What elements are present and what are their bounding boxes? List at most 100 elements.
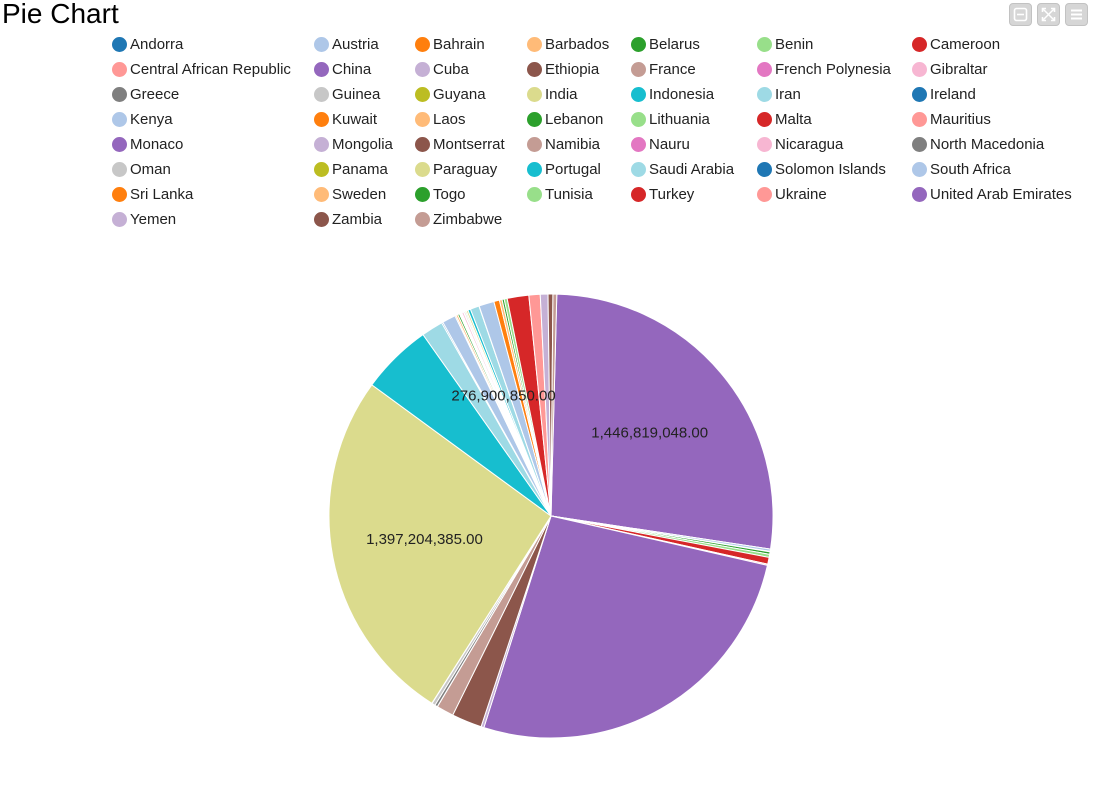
- fullscreen-button[interactable]: [1037, 3, 1060, 26]
- legend-label: Guinea: [332, 85, 381, 103]
- expand-icon: [1041, 7, 1056, 22]
- legend-item[interactable]: Montserrat: [415, 134, 505, 154]
- legend-label: Lithuania: [649, 110, 710, 128]
- legend-swatch: [314, 211, 329, 227]
- legend-label: Zambia: [332, 210, 383, 228]
- legend-item[interactable]: Guinea: [314, 84, 380, 104]
- legend-label: Solomon Islands: [775, 160, 886, 178]
- legend-item[interactable]: Austria: [314, 34, 379, 54]
- legend-item[interactable]: Cameroon: [912, 34, 1000, 54]
- legend-item[interactable]: Benin: [757, 34, 813, 54]
- legend-item[interactable]: Kenya: [112, 109, 173, 129]
- legend-swatch: [314, 161, 329, 177]
- legend-swatch: [415, 136, 430, 152]
- legend-swatch: [415, 186, 430, 202]
- legend-item[interactable]: South Africa: [912, 159, 1011, 179]
- legend-swatch: [527, 161, 542, 177]
- legend-label: Lebanon: [545, 110, 604, 128]
- legend-label: Gibraltar: [930, 60, 988, 78]
- legend-item[interactable]: Yemen: [112, 209, 176, 229]
- legend-swatch: [112, 186, 127, 202]
- legend-swatch: [415, 36, 430, 52]
- legend-item[interactable]: United Arab Emirates: [912, 184, 1072, 204]
- legend-label: Mauritius: [930, 110, 991, 128]
- pie-slice-india[interactable]: [328, 384, 552, 704]
- legend-item[interactable]: Ukraine: [757, 184, 827, 204]
- legend-item[interactable]: Solomon Islands: [757, 159, 886, 179]
- legend-item[interactable]: Ethiopia: [527, 59, 599, 79]
- legend-item[interactable]: Central African Republic: [112, 59, 291, 79]
- legend-label: Malta: [775, 110, 812, 128]
- legend-swatch: [527, 186, 542, 202]
- legend-swatch: [527, 136, 542, 152]
- legend-item[interactable]: French Polynesia: [757, 59, 891, 79]
- legend-swatch: [527, 36, 542, 52]
- legend-item[interactable]: Zambia: [314, 209, 382, 229]
- legend-label: France: [649, 60, 696, 78]
- legend-item[interactable]: Gibraltar: [912, 59, 988, 79]
- legend-item[interactable]: Belarus: [631, 34, 700, 54]
- legend-item[interactable]: Bahrain: [415, 34, 485, 54]
- legend-swatch: [631, 36, 646, 52]
- legend-item[interactable]: Monaco: [112, 134, 183, 154]
- legend-item[interactable]: Lithuania: [631, 109, 710, 129]
- legend-item[interactable]: Kuwait: [314, 109, 377, 129]
- legend-item[interactable]: Ireland: [912, 84, 976, 104]
- legend-item[interactable]: Paraguay: [415, 159, 497, 179]
- legend-item[interactable]: China: [314, 59, 371, 79]
- legend-label: Greece: [130, 85, 180, 103]
- legend-swatch: [415, 161, 430, 177]
- legend-swatch: [415, 111, 430, 127]
- legend-item[interactable]: Namibia: [527, 134, 600, 154]
- legend-item[interactable]: Panama: [314, 159, 388, 179]
- legend-item[interactable]: Laos: [415, 109, 466, 129]
- legend-item[interactable]: Guyana: [415, 84, 486, 104]
- legend-item[interactable]: Greece: [112, 84, 179, 104]
- legend-item[interactable]: Mongolia: [314, 134, 393, 154]
- legend-item[interactable]: Mauritius: [912, 109, 991, 129]
- legend-swatch: [757, 111, 772, 127]
- legend-item[interactable]: Nauru: [631, 134, 690, 154]
- legend-item[interactable]: Lebanon: [527, 109, 603, 129]
- legend-label: Guyana: [433, 85, 486, 103]
- menu-button[interactable]: [1065, 3, 1088, 26]
- minimize-button[interactable]: [1009, 3, 1032, 26]
- legend-item[interactable]: Andorra: [112, 34, 183, 54]
- legend-label: Laos: [433, 110, 466, 128]
- legend-label: Zimbabwe: [433, 210, 503, 228]
- legend-item[interactable]: Togo: [415, 184, 466, 204]
- legend-item[interactable]: Barbados: [527, 34, 609, 54]
- legend-item[interactable]: Sri Lanka: [112, 184, 193, 204]
- legend-item[interactable]: North Macedonia: [912, 134, 1044, 154]
- legend-label: Panama: [332, 160, 388, 178]
- legend-swatch: [757, 86, 772, 102]
- legend-label: Benin: [775, 35, 814, 53]
- slice-value-label: 1,397,204,385.00: [366, 531, 483, 548]
- legend-item[interactable]: Malta: [757, 109, 812, 129]
- legend-label: Nauru: [649, 135, 690, 153]
- legend-item[interactable]: Sweden: [314, 184, 386, 204]
- legend-item[interactable]: France: [631, 59, 696, 79]
- legend-label: Sri Lanka: [130, 185, 194, 203]
- legend-item[interactable]: Saudi Arabia: [631, 159, 734, 179]
- legend-swatch: [757, 186, 772, 202]
- legend-item[interactable]: Nicaragua: [757, 134, 843, 154]
- legend-item[interactable]: Zimbabwe: [415, 209, 502, 229]
- chart-title: Pie Chart: [2, 0, 119, 29]
- legend-item[interactable]: Portugal: [527, 159, 601, 179]
- legend-item[interactable]: Turkey: [631, 184, 694, 204]
- legend-item[interactable]: Indonesia: [631, 84, 714, 104]
- pie-slice-china[interactable]: [483, 515, 769, 739]
- legend-item[interactable]: India: [527, 84, 578, 104]
- pie-slice-united-arab-emirates[interactable]: [550, 293, 774, 550]
- legend-label: Oman: [130, 160, 171, 178]
- legend-item[interactable]: Iran: [757, 84, 801, 104]
- pie-slice-zimbabwe[interactable]: [550, 293, 558, 517]
- legend-item[interactable]: Oman: [112, 159, 171, 179]
- legend-swatch: [757, 161, 772, 177]
- legend-label: China: [332, 60, 372, 78]
- legend-item[interactable]: Cuba: [415, 59, 469, 79]
- legend-item[interactable]: Tunisia: [527, 184, 593, 204]
